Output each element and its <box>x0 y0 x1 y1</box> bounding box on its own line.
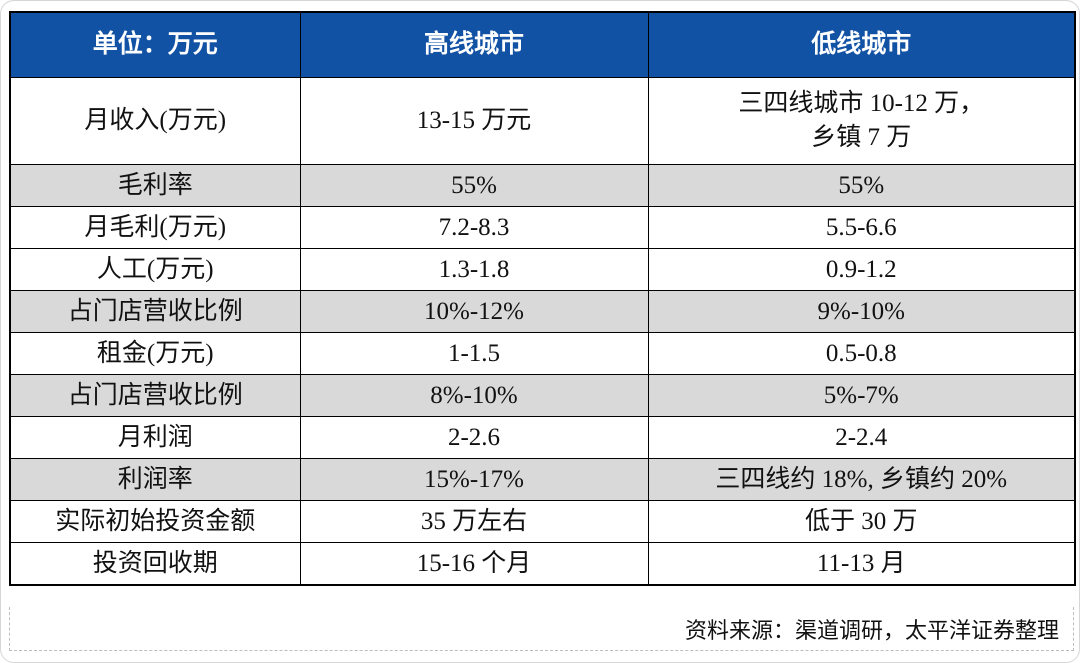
table-row: 月利润 2-2.6 2-2.4 <box>9 416 1076 459</box>
table-row: 月收入(万元) 13-15 万元 三四线城市 10-12 万， 乡镇 7 万 <box>9 77 1076 165</box>
low-tier-value: 11-13 月 <box>647 542 1076 586</box>
high-tier-value: 1.3-1.8 <box>299 248 649 291</box>
low-tier-value: 5.5-6.6 <box>647 206 1076 249</box>
row-label: 实际初始投资金额 <box>9 500 301 543</box>
low-tier-value: 9%-10% <box>647 290 1076 333</box>
row-label: 投资回收期 <box>9 542 301 586</box>
high-tier-value: 55% <box>299 164 649 207</box>
table-body: 月收入(万元) 13-15 万元 三四线城市 10-12 万， 乡镇 7 万毛利率 5… <box>9 77 1076 586</box>
low-tier-value: 低于 30 万 <box>647 500 1076 543</box>
low-tier-value: 5%-7% <box>647 374 1076 417</box>
low-tier-value: 55% <box>647 164 1076 207</box>
header-unit: 单位：万元 <box>9 11 301 78</box>
high-tier-value: 15%-17% <box>299 458 649 501</box>
row-label: 月毛利(万元) <box>9 206 301 249</box>
row-label: 利润率 <box>9 458 301 501</box>
low-tier-value: 三四线城市 10-12 万， 乡镇 7 万 <box>647 77 1076 165</box>
table-row: 利润率 15%-17% 三四线约 18%, 乡镇约 20% <box>9 458 1076 501</box>
table-row: 人工(万元) 1.3-1.8 0.9-1.2 <box>9 248 1076 291</box>
high-tier-value: 1-1.5 <box>299 332 649 375</box>
table-row: 月毛利(万元) 7.2-8.3 5.5-6.6 <box>9 206 1076 249</box>
table-row: 投资回收期 15-16 个月 11-13 月 <box>9 542 1076 586</box>
row-label: 租金(万元) <box>9 332 301 375</box>
row-label: 人工(万元) <box>9 248 301 291</box>
high-tier-value: 35 万左右 <box>299 500 649 543</box>
table-row: 毛利率 55% 55% <box>9 164 1076 207</box>
row-label: 月利润 <box>9 416 301 459</box>
high-tier-value: 15-16 个月 <box>299 542 649 586</box>
low-tier-value: 2-2.4 <box>647 416 1076 459</box>
high-tier-value: 8%-10% <box>299 374 649 417</box>
high-tier-value: 10%-12% <box>299 290 649 333</box>
low-tier-value: 三四线约 18%, 乡镇约 20% <box>647 458 1076 501</box>
row-label: 占门店营收比例 <box>9 374 301 417</box>
table-row: 占门店营收比例 10%-12% 9%-10% <box>9 290 1076 333</box>
header-high-tier-city: 高线城市 <box>299 11 649 78</box>
header-low-tier-city: 低线城市 <box>647 11 1076 78</box>
row-label: 占门店营收比例 <box>9 290 301 333</box>
cost-comparison-table: 单位：万元 高线城市 低线城市 月收入(万元) 13-15 万元 三四线城市 10-… <box>9 11 1076 586</box>
source-note: 资料来源：渠道调研，太平洋证券整理 <box>9 607 1074 651</box>
table-row: 租金(万元) 1-1.5 0.5-0.8 <box>9 332 1076 375</box>
table-row: 实际初始投资金额 35 万左右 低于 30 万 <box>9 500 1076 543</box>
low-tier-value: 0.9-1.2 <box>647 248 1076 291</box>
high-tier-value: 7.2-8.3 <box>299 206 649 249</box>
row-label: 月收入(万元) <box>9 77 301 165</box>
table-header-row: 单位：万元 高线城市 低线城市 <box>9 11 1076 78</box>
high-tier-value: 2-2.6 <box>299 416 649 459</box>
row-label: 毛利率 <box>9 164 301 207</box>
high-tier-value: 13-15 万元 <box>299 77 649 165</box>
low-tier-value: 0.5-0.8 <box>647 332 1076 375</box>
table-row: 占门店营收比例 8%-10% 5%-7% <box>9 374 1076 417</box>
